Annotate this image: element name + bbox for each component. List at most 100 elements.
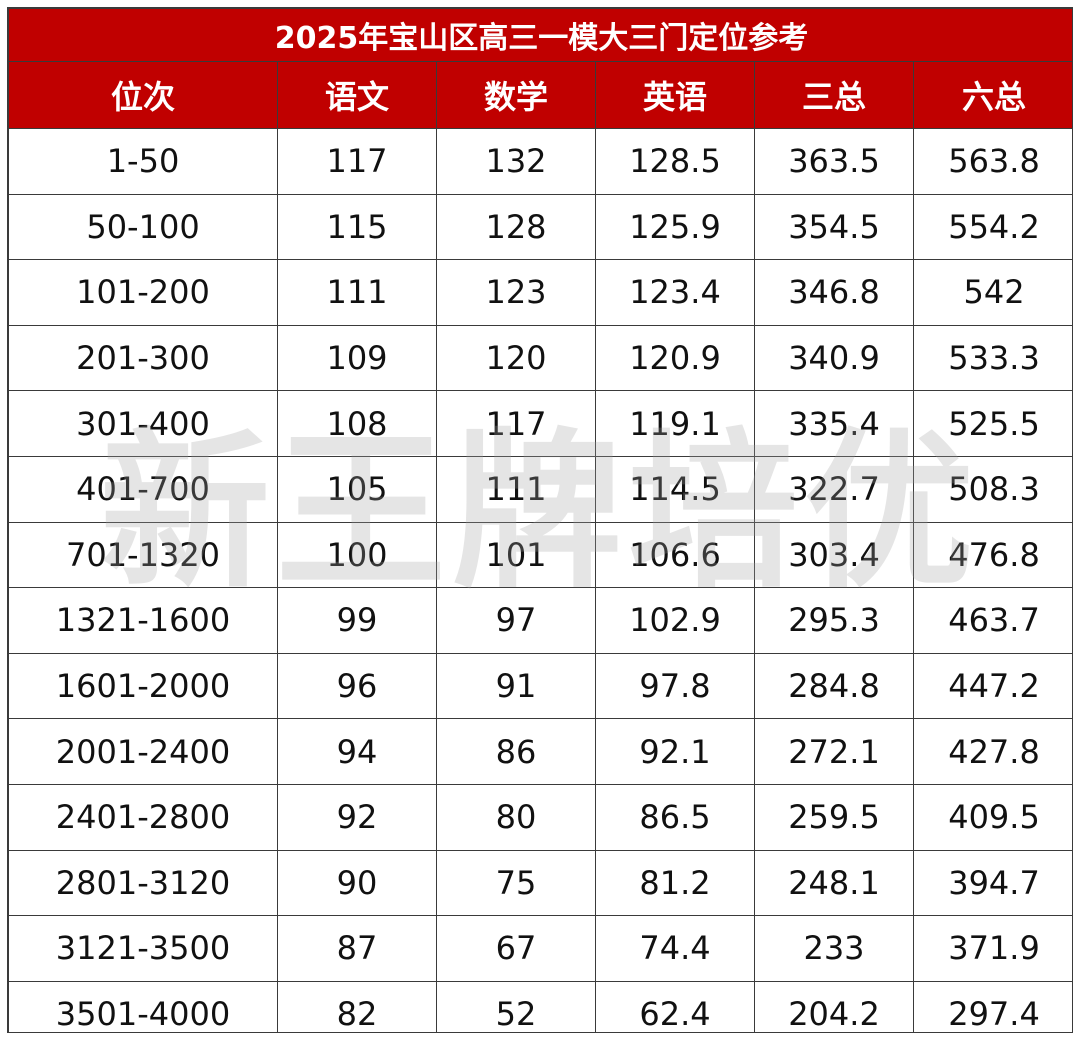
three-total-cell: 284.8 (754, 652, 914, 720)
three-total-cell: 204.2 (754, 980, 914, 1032)
math-cell: 97 (436, 587, 596, 654)
six-total-cell: 394.7 (912, 849, 1072, 917)
three-total-cell: 248.1 (754, 849, 914, 917)
table-row: 701-1320 100 101 106.6 303.4 476.8 (8, 521, 1072, 589)
english-cell: 125.9 (595, 193, 755, 261)
table-row: 101-200 111 123 123.4 346.8 542 (8, 259, 1072, 326)
three-total-cell: 295.3 (754, 587, 914, 654)
column-header-rank: 位次 (8, 61, 278, 129)
math-cell: 52 (436, 980, 596, 1032)
math-cell: 67 (436, 915, 596, 982)
six-total-cell: 525.5 (912, 390, 1072, 457)
six-total-cell: 447.2 (912, 652, 1072, 720)
math-cell: 111 (436, 455, 596, 523)
three-total-cell: 354.5 (754, 193, 914, 261)
three-total-cell: 322.7 (754, 455, 914, 523)
rank-cell: 701-1320 (8, 521, 278, 589)
math-cell: 75 (436, 849, 596, 917)
chinese-cell: 100 (277, 521, 437, 589)
chinese-cell: 111 (277, 259, 437, 326)
table-row: 401-700 105 111 114.5 322.7 508.3 (8, 455, 1072, 523)
table-row: 201-300 109 120 120.9 340.9 533.3 (8, 324, 1072, 392)
table-row: 2801-3120 90 75 81.2 248.1 394.7 (8, 849, 1072, 917)
rank-cell: 3121-3500 (8, 915, 278, 982)
column-header-chinese: 语文 (277, 61, 437, 129)
english-cell: 74.4 (595, 915, 755, 982)
english-cell: 102.9 (595, 587, 755, 654)
math-cell: 128 (436, 193, 596, 261)
english-cell: 92.1 (595, 718, 755, 785)
chinese-cell: 87 (277, 915, 437, 982)
three-total-cell: 303.4 (754, 521, 914, 589)
six-total-cell: 563.8 (912, 128, 1072, 195)
table-row: 301-400 108 117 119.1 335.4 525.5 (8, 390, 1072, 457)
english-cell: 120.9 (595, 324, 755, 392)
three-total-cell: 335.4 (754, 390, 914, 457)
rank-cell: 101-200 (8, 259, 278, 326)
six-total-cell: 297.4 (912, 980, 1072, 1032)
chinese-cell: 99 (277, 587, 437, 654)
six-total-cell: 542 (912, 259, 1072, 326)
table-row: 1601-2000 96 91 97.8 284.8 447.2 (8, 652, 1072, 720)
math-cell: 117 (436, 390, 596, 457)
english-cell: 62.4 (595, 980, 755, 1032)
chinese-cell: 96 (277, 652, 437, 720)
english-cell: 119.1 (595, 390, 755, 457)
three-total-cell: 233 (754, 915, 914, 982)
english-cell: 86.5 (595, 783, 755, 851)
rank-cell: 2801-3120 (8, 849, 278, 917)
math-cell: 91 (436, 652, 596, 720)
rank-cell: 1321-1600 (8, 587, 278, 654)
six-total-cell: 427.8 (912, 718, 1072, 785)
chinese-cell: 90 (277, 849, 437, 917)
english-cell: 128.5 (595, 128, 755, 195)
rank-cell: 201-300 (8, 324, 278, 392)
math-cell: 120 (436, 324, 596, 392)
rank-cell: 2001-2400 (8, 718, 278, 785)
chinese-cell: 94 (277, 718, 437, 785)
rank-cell: 1-50 (8, 128, 278, 195)
chinese-cell: 105 (277, 455, 437, 523)
table-body: 1-50 117 132 128.5 363.5 563.8 50-100 115 128 125… (8, 128, 1072, 1032)
math-cell: 123 (436, 259, 596, 326)
six-total-cell: 371.9 (912, 915, 1072, 982)
table-row: 1321-1600 99 97 102.9 295.3 463.7 (8, 587, 1072, 654)
chinese-cell: 108 (277, 390, 437, 457)
header-row: 位次 语文 数学 英语 三总 六总 (8, 61, 1072, 129)
english-cell: 81.2 (595, 849, 755, 917)
six-total-cell: 533.3 (912, 324, 1072, 392)
table-row: 3121-3500 87 67 74.4 233 371.9 (8, 915, 1072, 982)
three-total-cell: 259.5 (754, 783, 914, 851)
math-cell: 86 (436, 718, 596, 785)
table-row: 2401-2800 92 80 86.5 259.5 409.5 (8, 783, 1072, 851)
three-total-cell: 363.5 (754, 128, 914, 195)
rank-cell: 50-100 (8, 193, 278, 261)
math-cell: 101 (436, 521, 596, 589)
chinese-cell: 109 (277, 324, 437, 392)
column-header-six-total: 六总 (912, 61, 1072, 129)
table-title: 2025年宝山区高三一模大三门定位参考 (8, 8, 1072, 62)
english-cell: 97.8 (595, 652, 755, 720)
chinese-cell: 82 (277, 980, 437, 1032)
six-total-cell: 463.7 (912, 587, 1072, 654)
three-total-cell: 272.1 (754, 718, 914, 785)
math-cell: 80 (436, 783, 596, 851)
rank-cell: 301-400 (8, 390, 278, 457)
rank-cell: 3501-4000 (8, 980, 278, 1032)
title-row: 2025年宝山区高三一模大三门定位参考 (8, 8, 1072, 62)
table-row: 2001-2400 94 86 92.1 272.1 427.8 (8, 718, 1072, 785)
rank-cell: 1601-2000 (8, 652, 278, 720)
rank-cell: 401-700 (8, 455, 278, 523)
english-cell: 114.5 (595, 455, 755, 523)
math-cell: 132 (436, 128, 596, 195)
rank-cell: 2401-2800 (8, 783, 278, 851)
column-header-english: 英语 (595, 61, 755, 129)
six-total-cell: 476.8 (912, 521, 1072, 589)
chinese-cell: 115 (277, 193, 437, 261)
english-cell: 106.6 (595, 521, 755, 589)
table-row: 3501-4000 82 52 62.4 204.2 297.4 (8, 980, 1072, 1032)
score-table-container: 2025年宝山区高三一模大三门定位参考 位次 语文 数学 英语 三总 六总 1-… (7, 7, 1073, 1033)
column-header-math: 数学 (436, 61, 596, 129)
table-row: 1-50 117 132 128.5 363.5 563.8 (8, 128, 1072, 195)
six-total-cell: 508.3 (912, 455, 1072, 523)
